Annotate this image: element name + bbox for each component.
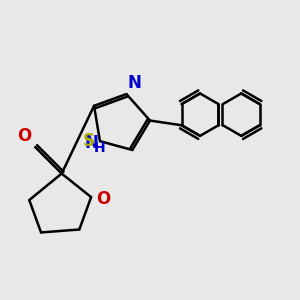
Text: O: O — [17, 127, 32, 145]
Text: H: H — [94, 141, 106, 155]
Text: N: N — [128, 74, 142, 92]
Text: S: S — [82, 132, 94, 150]
Text: O: O — [96, 190, 111, 208]
Text: N: N — [84, 134, 98, 152]
